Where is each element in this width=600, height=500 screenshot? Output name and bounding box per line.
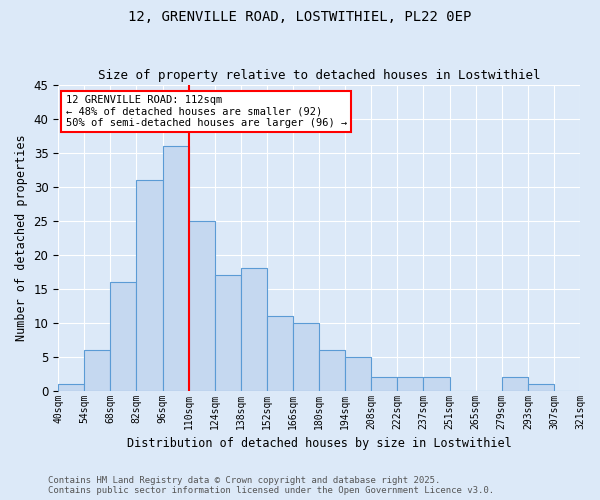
Bar bbox=[397, 377, 424, 390]
Y-axis label: Number of detached properties: Number of detached properties bbox=[15, 134, 28, 341]
Bar bbox=[345, 356, 371, 390]
Bar bbox=[110, 282, 136, 391]
Text: Contains HM Land Registry data © Crown copyright and database right 2025.
Contai: Contains HM Land Registry data © Crown c… bbox=[48, 476, 494, 495]
X-axis label: Distribution of detached houses by size in Lostwithiel: Distribution of detached houses by size … bbox=[127, 437, 511, 450]
Bar bbox=[371, 377, 397, 390]
Bar bbox=[528, 384, 554, 390]
Bar bbox=[502, 377, 528, 390]
Title: Size of property relative to detached houses in Lostwithiel: Size of property relative to detached ho… bbox=[98, 69, 541, 82]
Bar bbox=[424, 377, 449, 390]
Text: 12, GRENVILLE ROAD, LOSTWITHIEL, PL22 0EP: 12, GRENVILLE ROAD, LOSTWITHIEL, PL22 0E… bbox=[128, 10, 472, 24]
Bar bbox=[58, 384, 84, 390]
Bar bbox=[293, 322, 319, 390]
Bar bbox=[136, 180, 163, 390]
Bar bbox=[188, 220, 215, 390]
Bar bbox=[267, 316, 293, 390]
Bar bbox=[319, 350, 345, 391]
Bar bbox=[241, 268, 267, 390]
Bar bbox=[163, 146, 188, 390]
Bar bbox=[84, 350, 110, 391]
Bar bbox=[215, 275, 241, 390]
Text: 12 GRENVILLE ROAD: 112sqm
← 48% of detached houses are smaller (92)
50% of semi-: 12 GRENVILLE ROAD: 112sqm ← 48% of detac… bbox=[65, 95, 347, 128]
